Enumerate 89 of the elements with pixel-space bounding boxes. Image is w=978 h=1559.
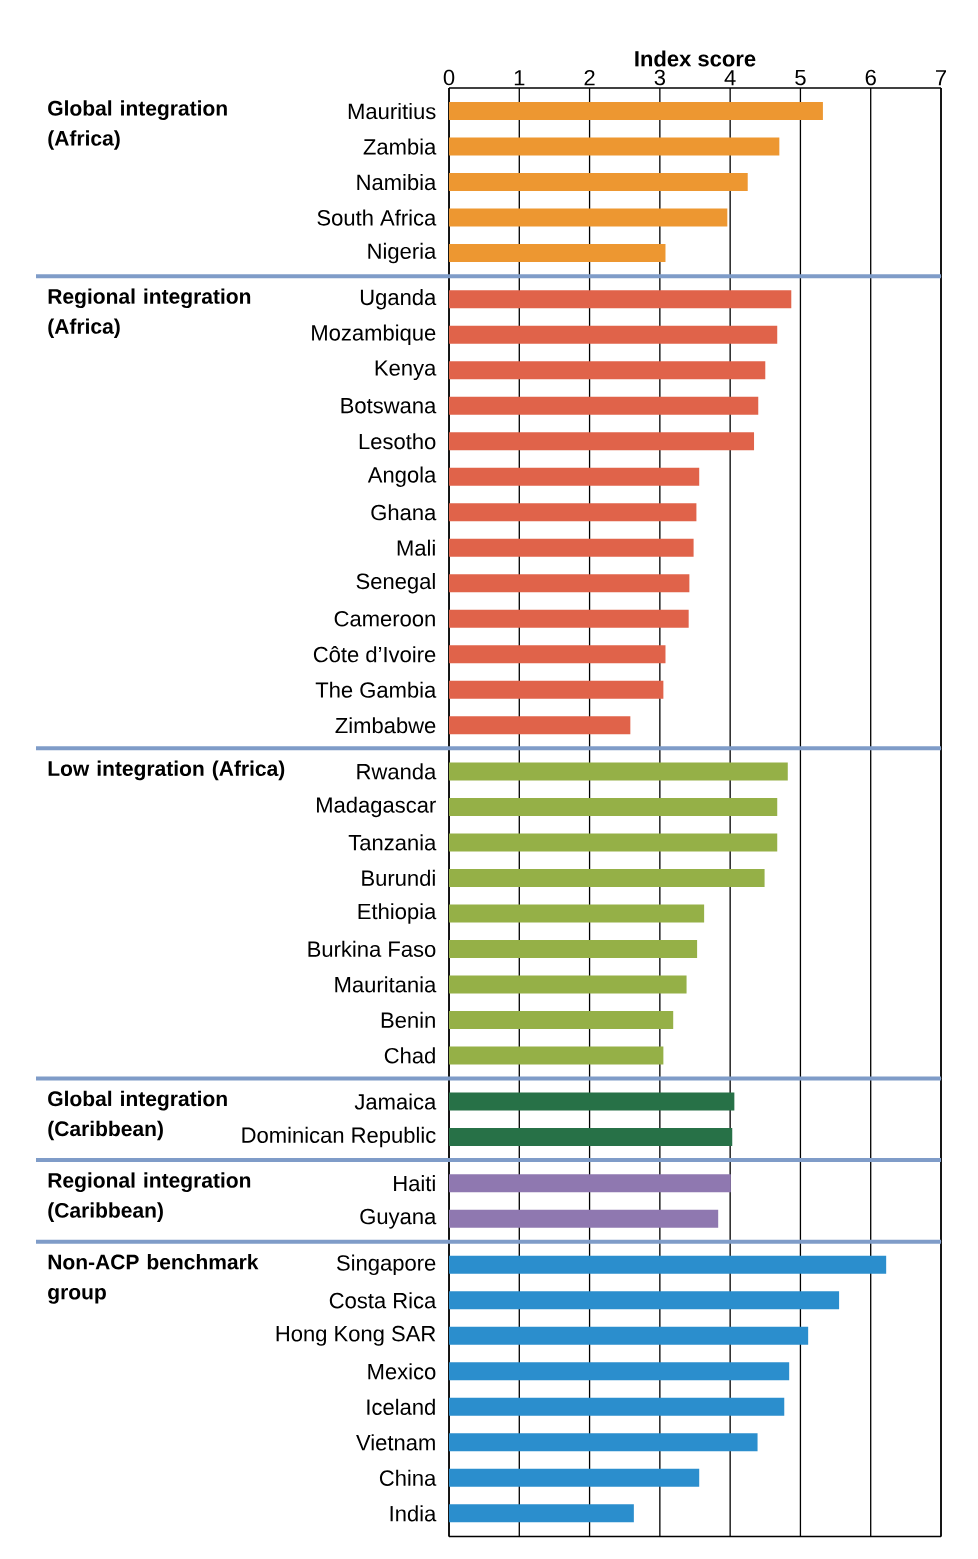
bar [449,102,823,121]
y-tick-label: Nigeria [368,242,437,264]
bar [449,432,755,451]
y-tick-label: Singapore [337,1254,436,1276]
bar [449,975,687,994]
y-tick-label: Madagascar [317,796,436,818]
y-tick-label: Uganda [360,288,437,310]
text: Low integration (Africa) [48,760,285,781]
bar [449,1046,664,1065]
bar [449,1397,785,1416]
y-tick-label: Costa Rica [329,1292,437,1309]
text: Non-ACP benchmark group [48,1254,259,1304]
bar [449,244,666,263]
y-tick-label: Burundi [362,869,435,886]
bar [449,1255,887,1274]
y-tick-label: Ghana [371,504,437,521]
y-tick-label: Chad [384,1047,435,1064]
y-tick-label: Kenya [375,360,437,381]
y-tick-label: Benin [381,1011,435,1028]
x-tick-label: 0 [443,69,455,86]
y-tick-label: Namibia [357,174,437,191]
y-tick-label: Ethiopia [358,903,437,924]
bar [449,574,690,593]
y-tick-label: Zimbabwe [335,717,436,734]
y-tick-label: Cameroon [334,610,435,627]
bar [449,137,780,156]
y-tick-label: Haiti [394,1175,435,1192]
bar [449,868,765,887]
bar [449,680,664,699]
y-tick-label: Iceland [367,1398,435,1415]
bar [449,325,778,344]
y-tick-label: China [379,1469,437,1486]
bar [449,1433,758,1452]
y-tick-label: Vietnam [356,1434,435,1451]
y-tick-label: Botswana [341,398,437,414]
bar [449,833,778,852]
x-tick-label: 4 [724,70,736,86]
bar [449,762,788,781]
bar [449,797,778,816]
bar [449,361,766,380]
y-tick-label: Mexico [368,1363,436,1380]
bar [449,904,705,923]
y-tick-label: Tanzania [348,834,437,851]
y-tick-label: Rwanda [357,763,437,780]
x-axis-title: Index score [635,50,756,67]
y-tick-label: Lesotho [359,433,436,450]
x-tick-label: 6 [865,69,876,86]
bar [449,1291,840,1310]
bar [449,939,698,958]
y-tick-label: Mozambique [312,324,436,345]
y-tick-label: Burkina Faso [308,940,436,957]
y-tick-label: Guyana [360,1208,437,1229]
y-tick-label: Hong Kong SAR [276,1325,436,1346]
x-tick-label: 5 [795,69,806,86]
bar [449,1504,634,1523]
bar [449,208,728,227]
bar [449,290,792,309]
y-tick-label: The Gambia [315,681,437,698]
bar [449,538,694,557]
x-tick-label: 2 [584,69,595,86]
y-tick-label: Zambia [363,138,437,155]
bar [449,609,689,628]
y-tick-label: Mali [397,539,435,556]
text: Regional integration (Africa) [48,288,251,338]
bar [449,716,631,735]
text: Global integration (Africa) [48,100,227,150]
y-tick-label: South Africa [317,209,437,226]
bar [449,173,748,192]
bar [449,645,666,664]
x-tick-label: 3 [654,69,666,86]
bar [449,1326,809,1345]
bar [449,503,697,522]
bar [449,1468,700,1487]
y-tick-label: Côte d’Ivoire [313,646,436,663]
bar [449,467,700,486]
bar [449,396,759,415]
bar [449,1010,674,1029]
y-tick-label: Angola [367,466,437,487]
y-tick-label: India [390,1505,437,1522]
x-tick-label: 1 [514,70,525,86]
bar [449,1362,790,1381]
y-tick-label: Senegal [356,572,435,594]
y-tick-label: Mauritania [335,976,437,993]
y-tick-label: Mauritius [348,103,436,120]
x-tick-label: 7 [936,70,947,86]
text: Regional integration (Caribbean) [48,1172,251,1222]
y-tick-label: Jamaica [354,1093,437,1110]
y-tick-label: Dominican Republic [242,1126,436,1148]
text: Global integration (Caribbean) [48,1090,227,1141]
